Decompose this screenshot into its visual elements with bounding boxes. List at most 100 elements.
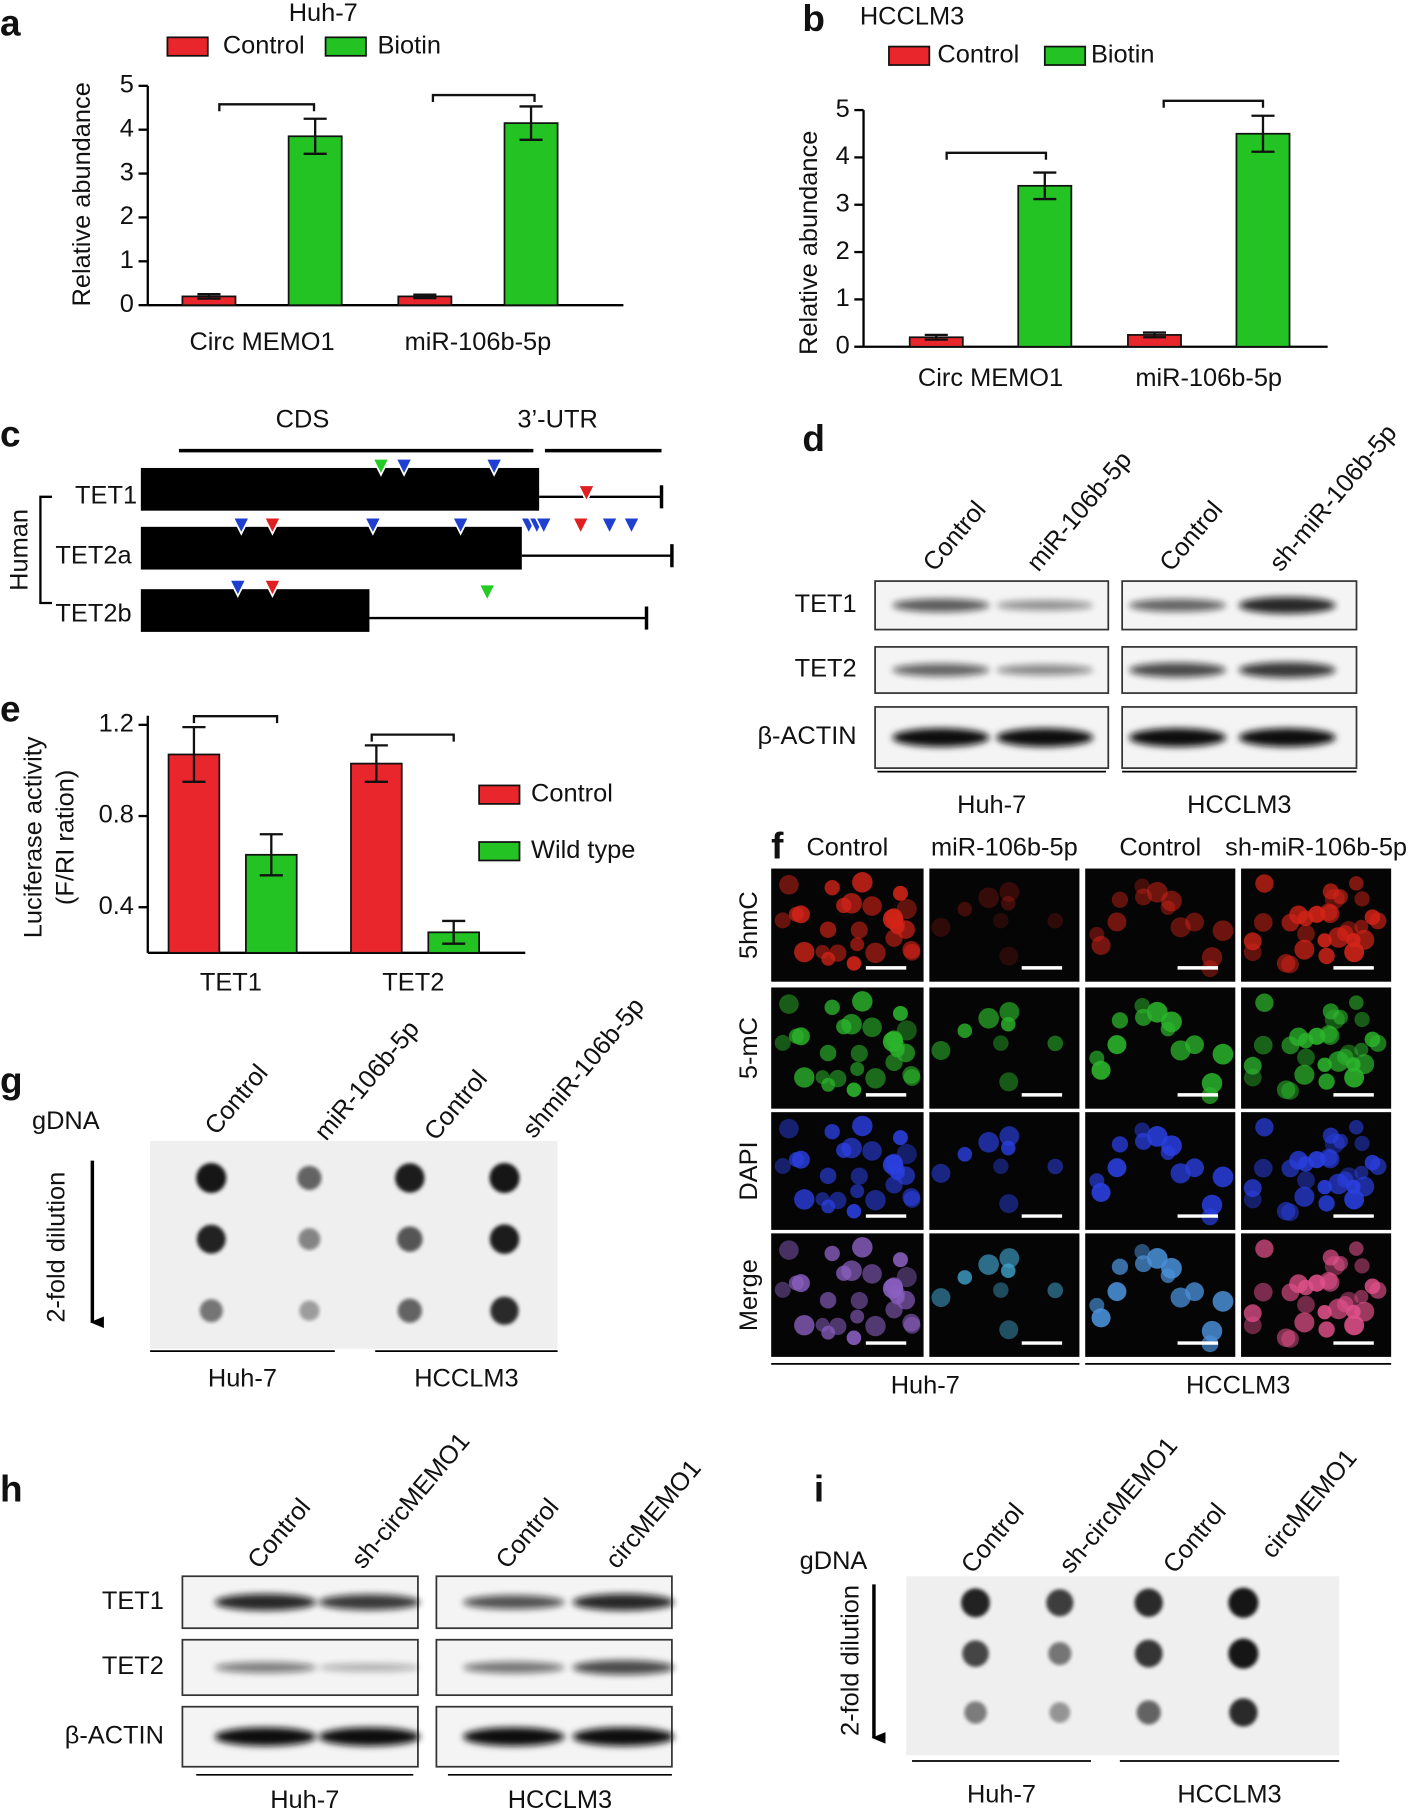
legend-swatch — [1043, 45, 1087, 66]
cell — [999, 1001, 1020, 1022]
cell — [865, 1189, 886, 1211]
group-label: HCCLM3 — [1187, 791, 1291, 819]
cell — [1160, 1021, 1176, 1037]
cell — [1253, 1282, 1273, 1302]
site-marker — [484, 457, 504, 477]
bar — [1235, 132, 1291, 348]
site-marker — [363, 516, 383, 536]
cell — [1253, 913, 1273, 932]
significance-bracket — [370, 733, 455, 742]
group-label: Huh-7 — [957, 791, 1026, 819]
site-marker — [231, 516, 251, 536]
cell — [1047, 1035, 1064, 1052]
cell — [931, 917, 951, 937]
lane-label: Control — [490, 1493, 564, 1574]
blot-band — [214, 1661, 317, 1673]
cell — [1047, 1158, 1064, 1175]
cell — [1344, 1315, 1365, 1336]
group-label: HCCLM3 — [1177, 1780, 1281, 1808]
cell — [993, 1282, 1009, 1298]
legend-swatch — [324, 36, 367, 57]
cell — [794, 1315, 815, 1336]
cell — [1297, 1171, 1315, 1189]
cell — [1255, 1118, 1274, 1137]
column-label: miR-106b-5p — [931, 834, 1078, 862]
cell — [852, 1115, 873, 1137]
blot-dot — [961, 1588, 990, 1618]
legend-label: Biotin — [1091, 41, 1154, 69]
cell — [1134, 1122, 1150, 1138]
cell — [1243, 1190, 1262, 1209]
blot-dot — [1046, 1589, 1074, 1617]
cell — [1281, 1283, 1300, 1302]
lane-label: circMEMO1 — [1256, 1444, 1363, 1564]
cell — [1354, 1011, 1370, 1028]
row-label: TET1 — [795, 590, 857, 618]
cell — [1134, 888, 1152, 906]
cell — [1318, 947, 1335, 965]
site-marker — [477, 583, 497, 603]
cell — [774, 1281, 791, 1298]
cell — [1107, 1035, 1127, 1055]
x-tick-label: miR-106b-5p — [405, 328, 552, 356]
cell — [1201, 1072, 1223, 1094]
cell — [1318, 1321, 1335, 1338]
blot-dot — [1048, 1642, 1072, 1666]
cell — [1111, 1136, 1129, 1153]
row-label: β-ACTIN — [757, 722, 856, 750]
blot-band — [892, 728, 990, 747]
cell — [1243, 932, 1262, 951]
cell — [887, 1284, 906, 1303]
cell — [779, 1240, 799, 1260]
cell — [1354, 1289, 1369, 1304]
y-axis-label: (F/RI ration) — [52, 770, 80, 905]
cell — [999, 1194, 1019, 1214]
cell — [865, 1315, 886, 1337]
cell — [1212, 1043, 1234, 1065]
cell — [1349, 876, 1364, 891]
y-tick-label: 5 — [836, 95, 850, 123]
cell — [1111, 1258, 1129, 1275]
cell — [1318, 1073, 1335, 1090]
cell — [1146, 1248, 1168, 1269]
cell — [1000, 895, 1016, 911]
cell — [999, 1248, 1020, 1268]
bar — [1017, 184, 1073, 348]
x-tick-label: TET2 — [382, 969, 444, 997]
legend-swatch — [478, 784, 521, 805]
cell — [1111, 1012, 1129, 1029]
cell — [1344, 1067, 1365, 1088]
cell — [829, 1317, 847, 1336]
x-tick-label: Circ MEMO1 — [189, 328, 334, 356]
cell — [1185, 1282, 1204, 1302]
blot-dot — [297, 1165, 322, 1191]
chart-title: HCCLM3 — [860, 2, 964, 30]
blot-band — [214, 1593, 317, 1611]
y-tick-label: 0.4 — [99, 892, 134, 920]
cell — [1185, 1158, 1204, 1178]
cell — [1111, 891, 1129, 908]
cell — [824, 1245, 840, 1262]
cell — [824, 999, 840, 1016]
blot-dot — [196, 1162, 227, 1193]
cell — [993, 912, 1009, 929]
cell — [1354, 1042, 1369, 1057]
region-label: CDS — [276, 405, 330, 433]
blot-band — [1238, 596, 1336, 614]
cell — [931, 1041, 951, 1060]
cell — [896, 1020, 917, 1041]
error-bar — [182, 725, 206, 783]
row-label: TET2 — [102, 1652, 164, 1680]
cell — [1243, 1316, 1262, 1335]
cell — [850, 1044, 868, 1063]
cell — [1146, 881, 1168, 903]
blot-band — [892, 663, 990, 677]
row-label: 5-mC — [735, 1017, 763, 1079]
error-bar — [1251, 114, 1275, 153]
cell — [1160, 1268, 1176, 1283]
cell — [887, 1037, 906, 1056]
cell — [1134, 878, 1150, 894]
cell — [1201, 1194, 1223, 1216]
cell — [774, 912, 791, 929]
y-tick-label: 0.8 — [99, 801, 134, 829]
